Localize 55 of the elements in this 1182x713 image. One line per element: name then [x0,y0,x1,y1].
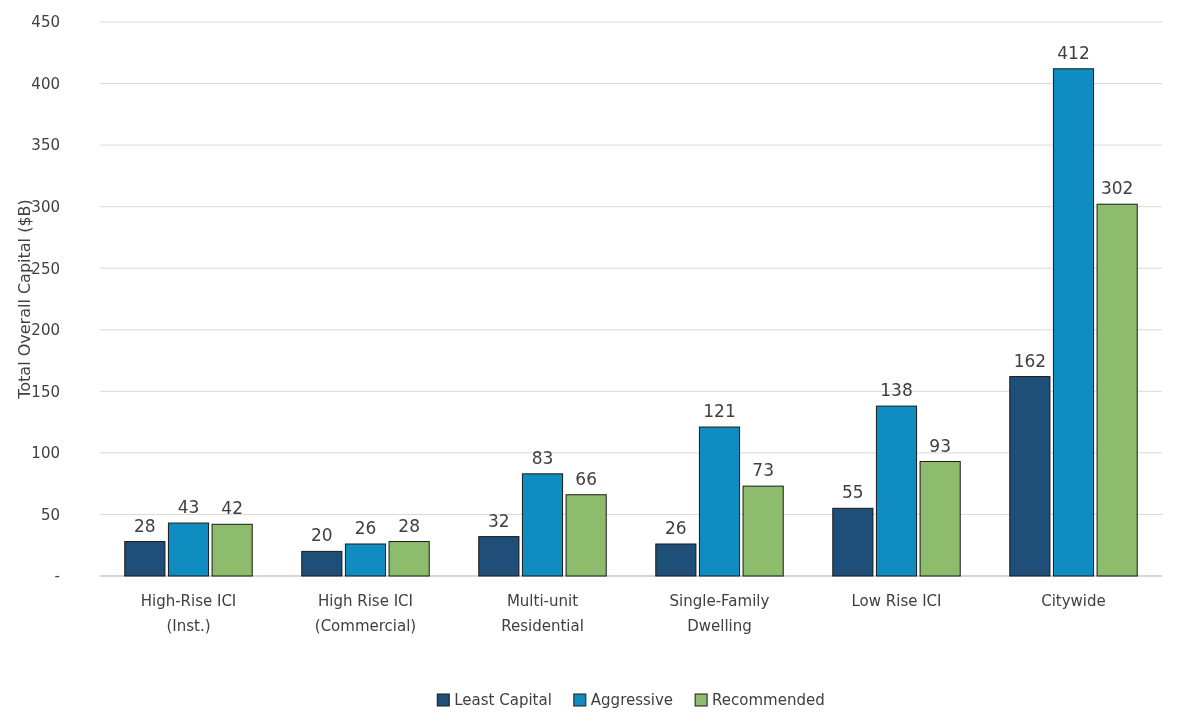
data-label: 93 [929,435,951,456]
x-tick-label: High-Rise ICI (Inst.) [140,592,237,635]
x-tick-label: High Rise ICI (Commercial) [314,592,417,635]
data-label: 73 [752,460,774,481]
y-tick-label: 150 [31,382,60,401]
y-tick-label: 100 [31,444,60,463]
bar [698,426,741,577]
data-label: 32 [488,510,510,531]
bar [565,494,607,577]
data-label: 412 [1057,42,1090,63]
bar [124,541,166,577]
y-tick-label: 200 [31,321,60,340]
data-label: 138 [880,380,913,401]
data-label: 28 [398,515,420,536]
y-tick-label: 300 [31,197,60,216]
data-label: 26 [665,517,687,538]
bar [655,543,697,577]
data-label: 28 [134,515,156,536]
data-label: 302 [1100,178,1134,199]
bar [211,523,253,577]
y-tick-label: 400 [31,74,60,93]
y-tick-label: 250 [31,259,60,278]
y-tick-label: 50 [40,505,60,524]
data-label: 162 [1013,350,1047,371]
bar [742,485,784,577]
bar [301,550,343,577]
data-label: 66 [575,468,597,489]
bar [1096,203,1138,577]
data-label: 121 [703,401,736,422]
bar [388,541,430,577]
bar [344,543,387,577]
bar [1009,376,1051,577]
y-tick-label: 350 [31,136,60,155]
data-label: 83 [531,447,554,468]
bar [521,473,564,577]
data-label: 20 [311,525,333,546]
data-label: 42 [221,498,243,519]
x-tick-label: Multi-unit Residential [501,592,584,635]
bar [919,461,961,577]
data-label: 43 [177,497,200,518]
data-label: 26 [354,517,377,538]
y-tick-label: - [54,567,60,586]
bar [478,536,520,577]
legend-label: Recommended [712,691,825,709]
bar [1052,68,1095,577]
x-tick-label: Citywide [1041,592,1106,610]
bar [875,405,918,577]
bar [832,507,874,577]
legend-label: Least Capital [454,691,552,709]
data-label: 55 [842,482,864,503]
x-tick-label: Low Rise ICI [851,592,942,610]
y-tick-label: 450 [31,13,60,32]
bar [167,522,210,577]
x-tick-label: Single-Family Dwelling [669,592,770,635]
legend-label: Aggressive [590,691,674,709]
